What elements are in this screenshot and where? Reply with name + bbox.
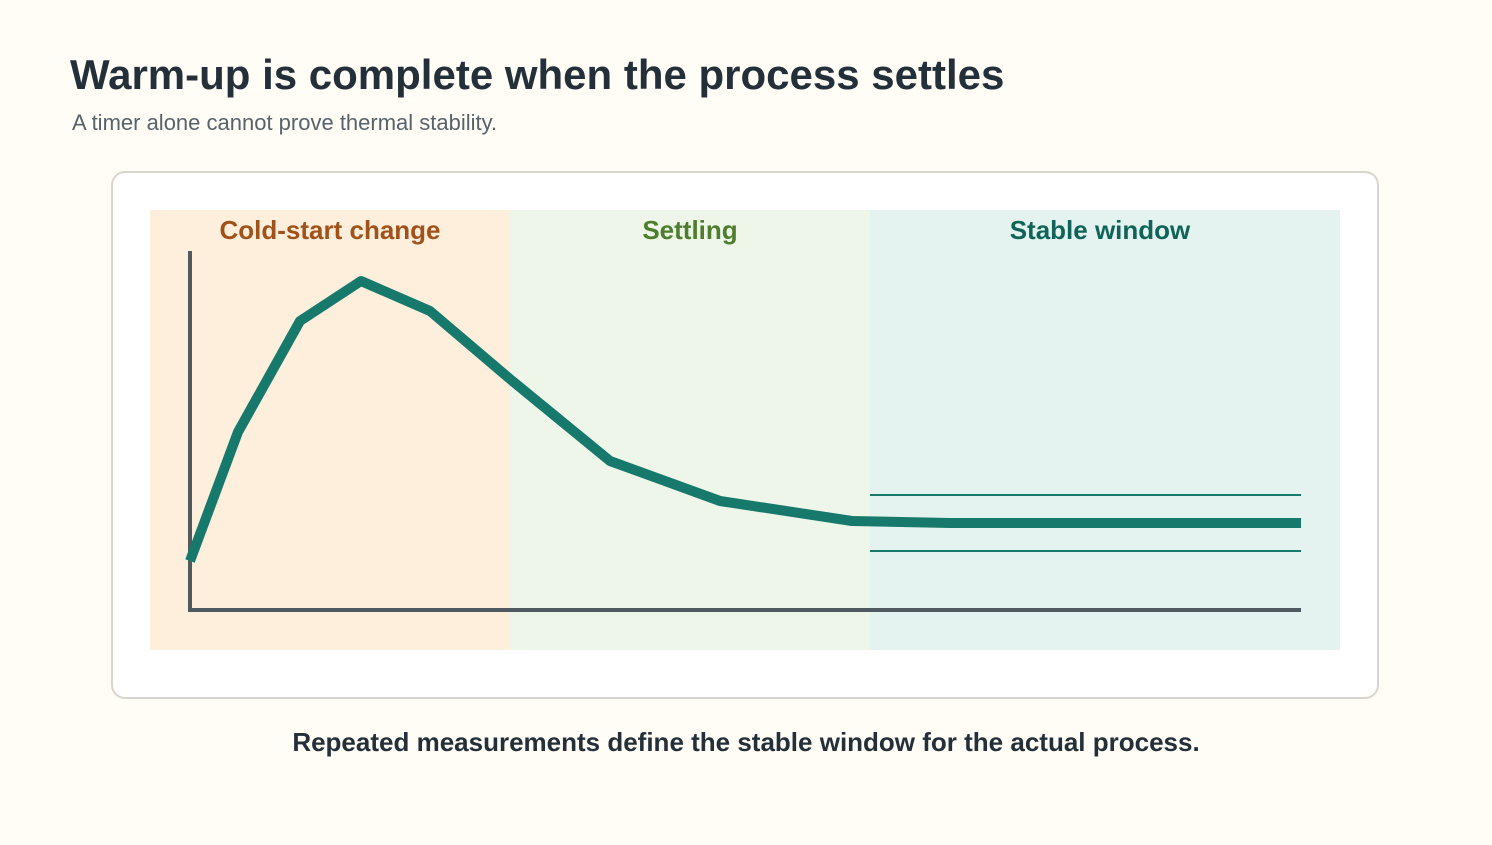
process-curve [185,276,1301,563]
page-subtitle: A timer alone cannot prove thermal stabi… [72,110,498,135]
caption: Repeated measurements define the stable … [292,727,1200,757]
zone-settling [510,210,870,650]
zone-stable-window [870,210,1340,650]
page-title: Warm-up is complete when the process set… [70,51,1005,98]
zone-label-cold-start: Cold-start change [219,215,440,245]
zone-label-settling: Settling [642,215,737,245]
zone-cold-start [150,210,510,650]
zone-label-stable-window: Stable window [1010,215,1191,245]
